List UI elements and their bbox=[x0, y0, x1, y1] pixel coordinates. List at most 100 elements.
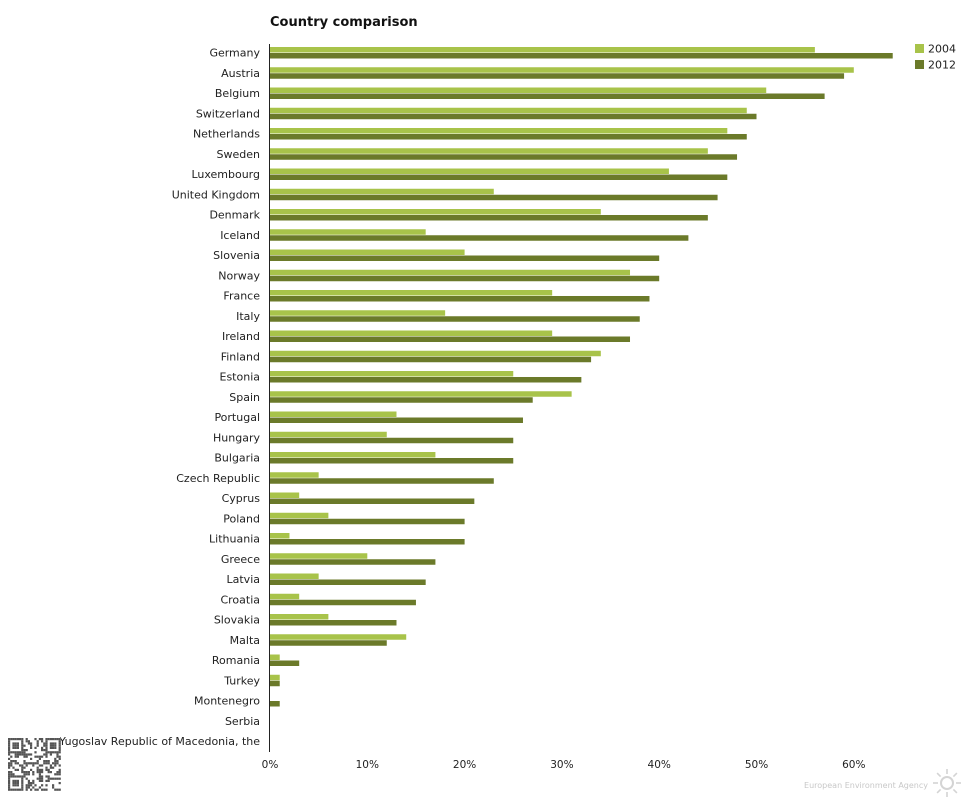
bar-2012-austria bbox=[270, 73, 845, 79]
bar-2012-czech-republic bbox=[270, 478, 494, 484]
category-label-czech-republic: Czech Republic bbox=[176, 472, 260, 485]
bar-2012-denmark bbox=[270, 215, 708, 221]
category-label-serbia: Serbia bbox=[225, 715, 260, 728]
bar-2004-croatia bbox=[270, 593, 300, 600]
bar-2012-sweden bbox=[270, 154, 738, 160]
category-label-poland: Poland bbox=[223, 512, 260, 525]
bar-2012-montenegro bbox=[270, 701, 280, 707]
category-label-hungary: Hungary bbox=[213, 431, 260, 444]
x-tick-label-10: 10% bbox=[356, 759, 379, 771]
category-label-lithuania: Lithuania bbox=[209, 533, 260, 546]
category-label-finland: Finland bbox=[221, 350, 260, 363]
bar-2012-finland bbox=[270, 356, 592, 363]
category-label-belgium: Belgium bbox=[215, 87, 260, 100]
bar-2012-cyprus bbox=[270, 498, 475, 504]
bar-2004-malta bbox=[270, 634, 407, 640]
bar-2004-finland bbox=[270, 350, 601, 357]
category-label-bulgaria: Bulgaria bbox=[214, 452, 260, 465]
chart-title: Country comparison bbox=[270, 15, 418, 30]
bar-2004-estonia bbox=[270, 371, 514, 377]
bar-2004-cyprus bbox=[270, 492, 300, 498]
bar-2012-switzerland bbox=[270, 113, 757, 120]
category-label-estonia: Estonia bbox=[220, 371, 261, 384]
legend-label-2004: 2004 bbox=[928, 43, 956, 56]
category-label-luxembourg: Luxembourg bbox=[191, 168, 260, 181]
bar-2004-austria bbox=[270, 67, 854, 73]
bar-2004-poland bbox=[270, 512, 329, 519]
legend-label-2012: 2012 bbox=[928, 59, 956, 72]
category-label-romania: Romania bbox=[212, 654, 260, 667]
category-label-france: France bbox=[223, 290, 260, 303]
bar-2012-luxembourg bbox=[270, 174, 728, 180]
x-tick-label-50: 50% bbox=[745, 759, 768, 771]
bar-2012-bulgaria bbox=[270, 458, 514, 464]
bar-2004-denmark bbox=[270, 209, 601, 215]
bar-2004-lithuania bbox=[270, 533, 290, 539]
category-label-sweden: Sweden bbox=[217, 148, 260, 161]
bar-2012-hungary bbox=[270, 437, 514, 444]
bar-2004-luxembourg bbox=[270, 168, 669, 174]
category-label-montenegro: Montenegro bbox=[194, 695, 260, 708]
category-label-united-kingdom: United Kingdom bbox=[172, 188, 260, 201]
category-label-latvia: Latvia bbox=[227, 573, 261, 586]
x-tick-label-60: 60% bbox=[842, 759, 865, 771]
bar-2012-slovenia bbox=[270, 255, 660, 261]
bar-2004-latvia bbox=[270, 573, 319, 579]
bar-2012-france bbox=[270, 296, 650, 302]
category-label-croatia: Croatia bbox=[220, 593, 260, 606]
bar-2012-estonia bbox=[270, 377, 582, 383]
category-label-portugal: Portugal bbox=[214, 411, 260, 424]
bar-2004-germany bbox=[270, 47, 815, 53]
bar-2012-spain bbox=[270, 397, 533, 403]
bar-2004-united-kingdom bbox=[270, 188, 494, 195]
bar-2012-turkey bbox=[270, 680, 280, 687]
bar-2012-greece bbox=[270, 559, 436, 565]
bars-layer bbox=[270, 47, 893, 707]
category-label-austria: Austria bbox=[221, 67, 260, 80]
bar-2004-italy bbox=[270, 310, 446, 316]
bar-2012-ireland bbox=[270, 336, 631, 342]
category-labels: Germany Austria Belgium Switzerland Netherla… bbox=[60, 47, 261, 749]
bar-2004-france bbox=[270, 290, 553, 296]
category-label-greece: Greece bbox=[221, 553, 260, 566]
bar-2004-romania bbox=[270, 654, 280, 660]
category-label-turkey: Turkey bbox=[223, 674, 260, 687]
x-tick-label-40: 40% bbox=[648, 759, 671, 771]
category-label-italy: Italy bbox=[236, 310, 260, 323]
bar-2012-belgium bbox=[270, 93, 825, 99]
x-tick-label-20: 20% bbox=[453, 759, 476, 771]
x-tick-label-0: 0% bbox=[262, 759, 279, 771]
bar-2012-norway bbox=[270, 275, 660, 282]
bar-2012-latvia bbox=[270, 579, 426, 585]
bar-2004-iceland bbox=[270, 229, 426, 235]
qr-code-icon bbox=[8, 738, 61, 791]
bar-2004-bulgaria bbox=[270, 452, 436, 458]
bar-2004-turkey bbox=[270, 674, 280, 681]
bar-2004-portugal bbox=[270, 411, 397, 417]
bar-2004-slovakia bbox=[270, 614, 329, 620]
bar-2004-slovenia bbox=[270, 249, 465, 255]
bar-2012-croatia bbox=[270, 599, 416, 606]
bar-2004-netherlands bbox=[270, 128, 728, 134]
bar-2004-sweden bbox=[270, 148, 708, 154]
bar-2004-belgium bbox=[270, 87, 767, 93]
x-tick-label-30: 30% bbox=[550, 759, 573, 771]
bar-2012-lithuania bbox=[270, 539, 465, 545]
category-label-ireland: Ireland bbox=[222, 330, 260, 343]
bar-2012-romania bbox=[270, 660, 300, 666]
legend: 2004 2012 bbox=[915, 43, 956, 72]
category-label-slovenia: Slovenia bbox=[213, 249, 260, 262]
bar-2004-norway bbox=[270, 269, 631, 276]
bar-2012-germany bbox=[270, 53, 893, 59]
sun-logo-icon bbox=[933, 769, 961, 797]
bar-2012-united-kingdom bbox=[270, 194, 718, 201]
bar-2004-switzerland bbox=[270, 107, 747, 114]
bar-2012-portugal bbox=[270, 417, 523, 423]
bar-2012-slovakia bbox=[270, 620, 397, 626]
category-label-slovakia: Slovakia bbox=[214, 614, 260, 627]
bar-2004-czech-republic bbox=[270, 472, 319, 478]
bar-2012-iceland bbox=[270, 235, 689, 241]
legend-swatch-2004 bbox=[915, 44, 924, 53]
footer-credit: European Environment Agency bbox=[804, 781, 928, 790]
